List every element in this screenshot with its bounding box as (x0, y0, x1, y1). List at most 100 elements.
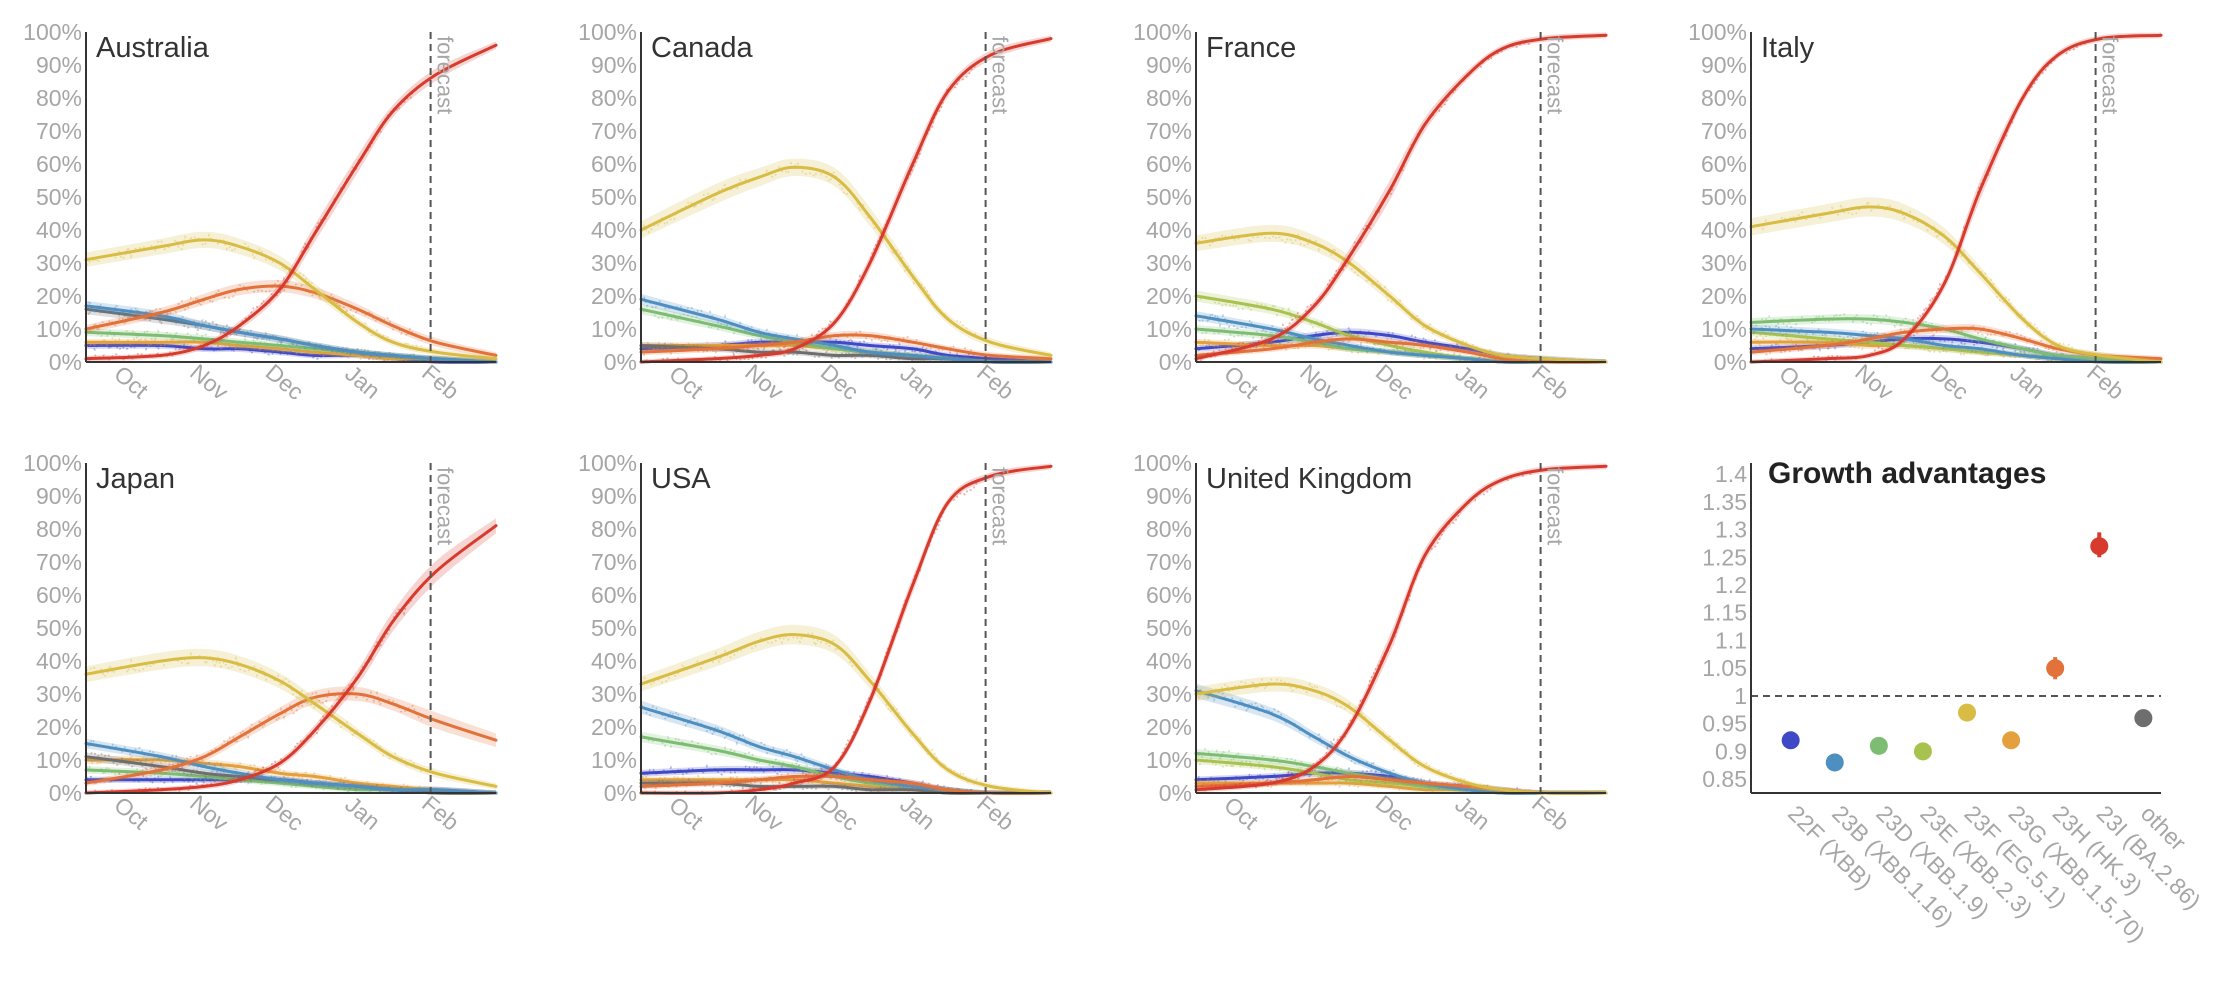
data-point-23h-hk-3 (202, 755, 206, 759)
ga-y-tick-label: 1.25 (1702, 544, 1747, 570)
data-point-23b-xbb-1-16 (946, 357, 950, 361)
y-tick-label: 40% (1146, 217, 1192, 243)
y-tick-label: 0% (49, 349, 82, 375)
data-point-23i-ba-2-86 (278, 288, 282, 291)
data-point-23f-eg-5-1 (1544, 357, 1548, 361)
observed-trace-22f-xbb (1750, 333, 2088, 361)
band-22f-xbb (641, 765, 1051, 794)
fit-line-23f-eg-5-1 (84, 656, 498, 788)
data-point-23i-ba-2-86 (2159, 33, 2163, 37)
data-point-23h-hk-3 (356, 692, 360, 696)
data-point-23h-hk-3 (757, 344, 761, 347)
data-point-23i-ba-2-86 (356, 676, 360, 679)
data-point-23b-xbb-1-16 (757, 745, 761, 749)
ga-y-tick-label: 0.9 (1715, 738, 1747, 764)
fit-line-23h-hk-3 (1194, 337, 1608, 364)
data-point-23e-xbb-2-3 (1825, 337, 1828, 341)
data-point-23b-xbb-1-16 (1388, 771, 1392, 775)
y-tick-label: 80% (36, 85, 82, 111)
fit-line-23f-eg-5-1 (1749, 205, 2163, 364)
data-point-23g-xbb-1-5-70 (356, 354, 360, 357)
y-tick-label: 20% (36, 714, 82, 740)
data-point-23b-xbb-1-16 (715, 317, 718, 321)
x-tick-label: Oct (109, 360, 154, 403)
y-tick-label: 70% (591, 118, 637, 144)
data-point-23f-eg-5-1 (1501, 354, 1505, 357)
data-point-23d-xbb-1-9 (238, 340, 241, 344)
data-point-23g-xbb-1-5-70 (202, 340, 206, 344)
data-point-23g-xbb-1-5-70 (391, 357, 395, 361)
x-tick-label: Nov (1295, 790, 1343, 837)
data-point-22f-xbb (1943, 337, 1947, 341)
y-tick-label: 80% (1146, 85, 1192, 111)
y-tick-label: 50% (1146, 615, 1192, 641)
data-point-23h-hk-3 (160, 311, 163, 314)
data-point-23f-eg-5-1 (202, 656, 206, 660)
data-point-23e-xbb-2-3 (1423, 350, 1427, 354)
data-point-23g-xbb-1-5-70 (1270, 344, 1273, 347)
growth-advantages-panel: 0.850.90.9511.051.11.151.21.251.31.351.4… (1702, 457, 2206, 947)
data-point-23i-ba-2-86 (1312, 304, 1316, 308)
panel-title: Japan (96, 463, 175, 495)
data-point-23e-xbb-2-3 (1867, 340, 1871, 344)
ga-y-tick-label: 1.15 (1702, 600, 1747, 626)
y-tick-label: 30% (1701, 250, 1747, 276)
fit-line-23f-eg-5-1 (639, 165, 1053, 357)
data-point-23i-ba-2-86 (313, 728, 317, 732)
y-tick-label: 50% (36, 615, 82, 641)
fit-line-23b-xbb-1-16 (1749, 327, 2163, 364)
y-tick-label: 10% (36, 316, 82, 342)
data-point-23f-eg-5-1 (313, 702, 317, 706)
data-point-23d-xbb-1-9 (1270, 334, 1273, 337)
data-point-23b-xbb-1-16 (278, 337, 282, 341)
y-tick-label: 30% (1146, 250, 1192, 276)
y-tick-label: 90% (1701, 52, 1747, 78)
data-point-23f-eg-5-1 (434, 350, 438, 354)
data-point-23h-hk-3 (1049, 357, 1053, 361)
data-point-23g-xbb-1-5-70 (833, 781, 837, 785)
x-tick-label: Nov (1850, 359, 1898, 406)
data-point-23f-eg-5-1 (911, 732, 915, 735)
y-tick-label: 40% (591, 648, 637, 674)
y-tick-label: 70% (36, 549, 82, 575)
data-point-23i-ba-2-86 (2099, 37, 2103, 40)
data-point-23f-eg-5-1 (2056, 344, 2060, 347)
data-point-23g-xbb-1-5-70 (793, 778, 796, 782)
y-tick-label: 60% (591, 151, 637, 177)
data-point-23b-xbb-1-16 (1312, 735, 1316, 739)
data-point-23e-xbb-2-3 (1270, 307, 1273, 311)
ga-y-tick-label: 0.85 (1702, 766, 1747, 792)
data-point-23f-eg-5-1 (238, 662, 241, 666)
data-point-23b-xbb-1-16 (391, 354, 395, 357)
data-point-23h-hk-3 (391, 702, 395, 706)
data-point-23g-xbb-1-5-70 (1423, 788, 1427, 792)
ga-y-tick-label: 1.1 (1715, 627, 1747, 653)
observed-trace-23g-xbb-1-5-70 (85, 753, 423, 793)
data-point-23h-hk-3 (313, 695, 317, 699)
data-point-23b-xbb-1-16 (2021, 354, 2025, 357)
data-point-23i-ba-2-86 (1604, 33, 1608, 37)
data-point-23f-eg-5-1 (833, 643, 837, 646)
data-point-23i-ba-2-86 (1466, 501, 1470, 504)
fit-line-23h-hk-3 (84, 284, 498, 357)
data-point-23i-ba-2-86 (989, 474, 993, 478)
data-point-other (160, 317, 163, 321)
y-tick-label: 50% (36, 184, 82, 210)
data-point-23d-xbb-1-9 (1903, 321, 1906, 324)
data-point-23f-eg-5-1 (757, 639, 761, 643)
data-point-23h-hk-3 (1466, 785, 1470, 788)
data-point-23i-ba-2-86 (868, 261, 872, 265)
data-point-23i-ba-2-86 (238, 324, 241, 328)
data-point-23b-xbb-1-16 (1348, 755, 1351, 759)
forecast-label: forecast (1543, 36, 1568, 114)
panel-canada: 0% 10% 20% 30% 40% 50% 60% 70% 80% 90% 100% Oct Nov D… (578, 19, 1053, 405)
data-point-23h-hk-3 (989, 354, 993, 357)
fit-line-23f-eg-5-1 (84, 238, 498, 361)
panel-title: United Kingdom (1206, 463, 1412, 495)
panel-australia: 0% 10% 20% 30% 40% 50% 60% 70% 80% 90% 100% Oct Nov D… (23, 19, 498, 405)
data-point-23i-ba-2-86 (356, 162, 360, 166)
data-point-23f-eg-5-1 (160, 659, 163, 663)
data-point-23e-xbb-2-3 (1270, 765, 1273, 768)
y-tick-label: 80% (36, 516, 82, 542)
data-point-23d-xbb-1-9 (715, 324, 718, 328)
